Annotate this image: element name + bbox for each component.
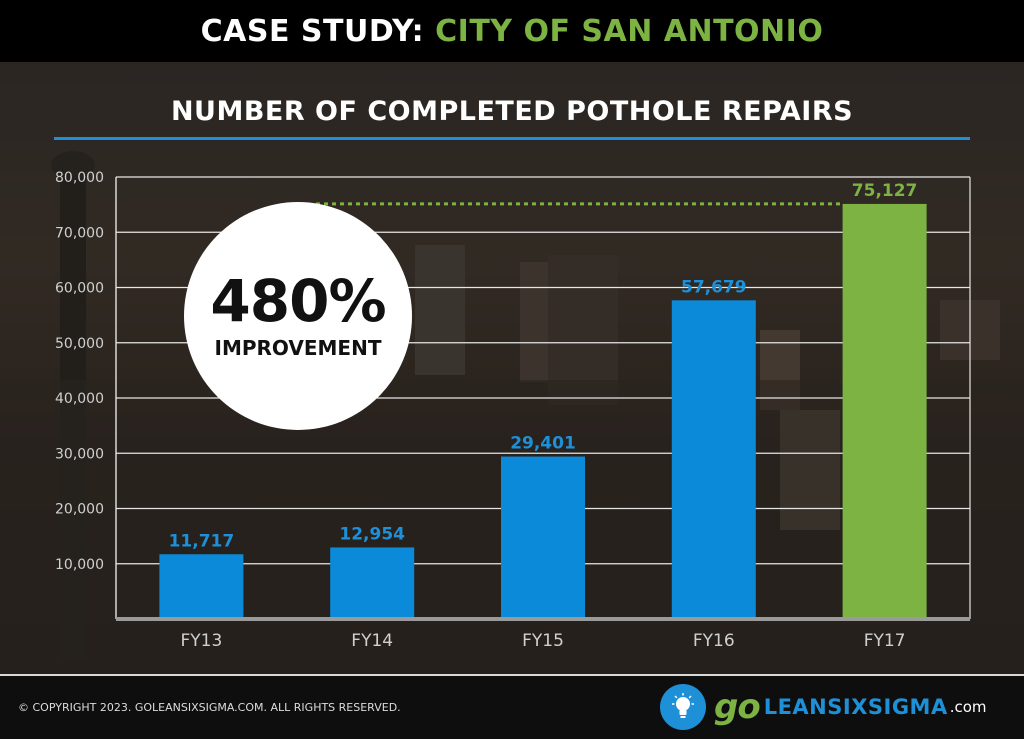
bar xyxy=(842,203,927,619)
bar xyxy=(159,554,244,619)
x-tick-label: FY16 xyxy=(693,631,735,651)
data-label: 11,717 xyxy=(169,531,235,551)
lightbulb-icon xyxy=(660,684,706,730)
y-tick-label: 50,000 xyxy=(55,336,104,352)
logo-name-text: LEANSIXSIGMA xyxy=(763,695,948,719)
data-label: 12,954 xyxy=(339,524,405,544)
y-tick-label: 40,000 xyxy=(55,391,104,407)
x-tick-label: FY14 xyxy=(351,631,393,651)
title-highlight: CITY OF SAN ANTONIO xyxy=(435,13,824,49)
chart-title: NUMBER OF COMPLETED POTHOLE REPAIRS xyxy=(170,96,854,127)
footer-bar xyxy=(0,676,1024,739)
title-prefix: CASE STUDY: xyxy=(200,13,425,49)
y-tick-label: 30,000 xyxy=(55,446,104,462)
y-tick-label: 80,000 xyxy=(55,170,104,186)
bar xyxy=(330,547,415,619)
improvement-value: 480% xyxy=(210,267,386,335)
bar xyxy=(671,300,756,619)
improvement-label: IMPROVEMENT xyxy=(214,336,382,360)
y-tick-label: 70,000 xyxy=(55,225,104,241)
bar xyxy=(501,456,585,619)
logo-go-text: go xyxy=(714,687,761,727)
data-label: 29,401 xyxy=(510,434,576,454)
brand-logo[interactable]: go LEANSIXSIGMA .com xyxy=(660,683,987,731)
y-tick-label: 10,000 xyxy=(55,557,104,573)
y-tick-label: 20,000 xyxy=(55,502,104,518)
x-tick-label: FY15 xyxy=(522,631,564,651)
x-tick-label: FY13 xyxy=(181,631,223,651)
header-bar: CASE STUDY: CITY OF SAN ANTONIO xyxy=(0,0,1024,62)
data-label: 57,679 xyxy=(681,277,747,297)
logo-suffix-text: .com xyxy=(949,698,987,716)
data-label: 75,127 xyxy=(852,181,918,201)
copyright-text: © COPYRIGHT 2023. GOLEANSIXSIGMA.COM. AL… xyxy=(18,701,401,714)
y-tick-label: 60,000 xyxy=(55,281,104,297)
footer-divider xyxy=(0,674,1024,676)
x-tick-label: FY17 xyxy=(864,631,906,651)
title-underline xyxy=(54,137,970,140)
improvement-badge: 480% IMPROVEMENT xyxy=(184,202,412,430)
page-title: CASE STUDY: CITY OF SAN ANTONIO xyxy=(201,14,824,49)
